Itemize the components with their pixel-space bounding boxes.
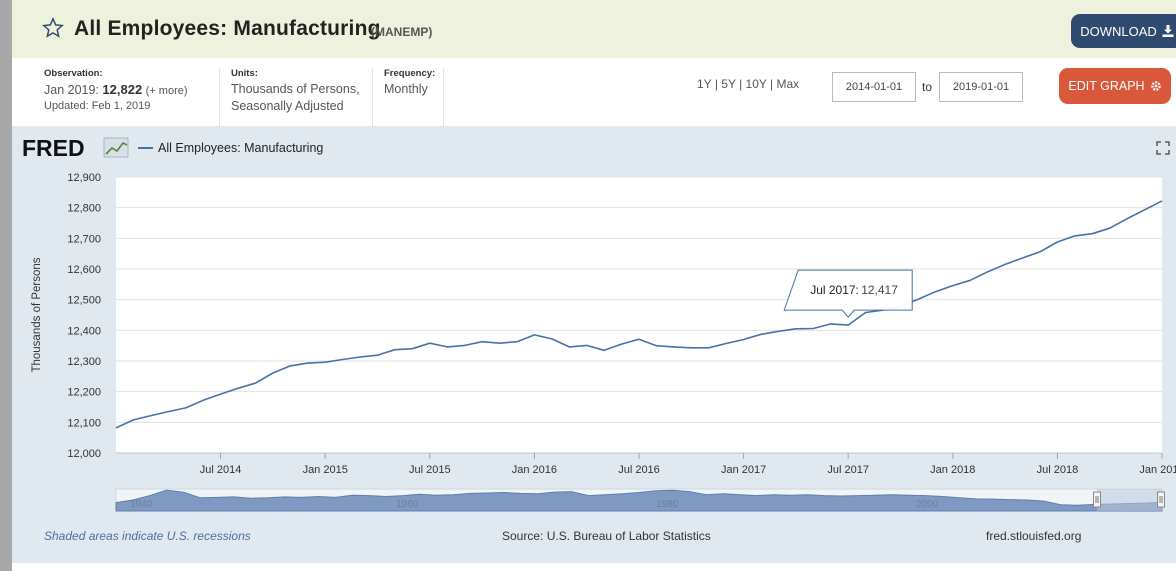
x-axis-ticks: Jul 2014 Jan 2015 Jul 2015 Jan 2016 Jul 2016… bbox=[200, 453, 1176, 476]
x-tick-label: Jan 2015 bbox=[303, 464, 348, 476]
divider bbox=[219, 68, 220, 126]
y-tick-label: 12,400 bbox=[67, 325, 101, 337]
x-tick-label: Jul 2015 bbox=[409, 464, 451, 476]
navigator-year-label: 1980 bbox=[656, 499, 679, 510]
y-axis-ticks: 12,000 12,100 12,200 12,300 12,400 12,500 12,6… bbox=[67, 172, 101, 460]
x-tick-label: Jul 2014 bbox=[200, 464, 242, 476]
observation-label: Observation: bbox=[44, 68, 103, 79]
x-tick-label: Jul 2016 bbox=[618, 464, 660, 476]
edit-graph-button[interactable]: EDIT GRAPH bbox=[1059, 68, 1171, 104]
fred-logo-line bbox=[105, 141, 128, 155]
units-line-1: Thousands of Persons, bbox=[231, 82, 360, 96]
x-tick-label: Jan 2017 bbox=[721, 464, 766, 476]
fred-logo-text: FRED bbox=[22, 135, 85, 161]
y-tick-label: 12,800 bbox=[67, 203, 101, 215]
plot-area bbox=[116, 177, 1162, 453]
frequency-label: Frequency: bbox=[384, 68, 436, 79]
observation-date: Jan 2019: bbox=[44, 83, 99, 97]
observation-more-link[interactable]: (+ more) bbox=[145, 85, 188, 97]
navigator-year-label: 1960 bbox=[396, 499, 419, 510]
fred-logo-mark bbox=[103, 137, 129, 158]
legend-label: All Employees: Manufacturing bbox=[158, 141, 323, 155]
range-separator: | bbox=[770, 77, 777, 91]
units-block: Units: Thousands of Persons, Seasonally … bbox=[231, 68, 360, 115]
page-left-edge bbox=[0, 0, 12, 571]
navigator-area bbox=[115, 489, 1163, 512]
start-date-input[interactable] bbox=[832, 72, 916, 102]
download-button[interactable]: DOWNLOAD bbox=[1071, 14, 1176, 48]
units-line-2: Seasonally Adjusted bbox=[231, 99, 344, 113]
y-tick-label: 12,200 bbox=[67, 387, 101, 399]
divider bbox=[372, 68, 373, 126]
tooltip-value: 12,417 bbox=[861, 283, 898, 297]
end-date-input[interactable] bbox=[939, 72, 1023, 102]
range-10y[interactable]: 10Y bbox=[745, 77, 767, 91]
y-tick-label: 12,500 bbox=[67, 295, 101, 307]
download-label: DOWNLOAD bbox=[1080, 23, 1157, 39]
y-axis-label: Thousands of Persons bbox=[31, 257, 43, 372]
range-5y[interactable]: 5Y bbox=[721, 77, 736, 91]
x-tick-label: Jul 2017 bbox=[827, 464, 869, 476]
frequency-value: Monthly bbox=[384, 82, 428, 96]
navigator[interactable]: 1940 1960 1980 2000 bbox=[115, 488, 1165, 512]
to-label: to bbox=[922, 80, 933, 94]
site-text: fred.stlouisfed.org bbox=[986, 529, 1082, 543]
fullscreen-icon[interactable] bbox=[1156, 141, 1170, 155]
fred-logo: FRED bbox=[22, 135, 129, 161]
tooltip-label: Jul 2017: bbox=[810, 283, 859, 297]
navigator-year-label: 1940 bbox=[130, 499, 153, 510]
series-id: (MANEMP) bbox=[371, 25, 433, 39]
range-selector: 1Y | 5Y | 10Y | Max bbox=[697, 77, 799, 91]
star-icon[interactable] bbox=[42, 17, 64, 39]
source-text: Source: U.S. Bureau of Labor Statistics bbox=[502, 529, 711, 543]
navigator-handle bbox=[1157, 491, 1165, 508]
x-tick-label: Jan 2016 bbox=[512, 464, 557, 476]
navigator-year-label: 2000 bbox=[916, 499, 939, 510]
x-tick-label: Jan 2018 bbox=[930, 464, 975, 476]
tooltip-box bbox=[783, 269, 913, 318]
range-1y[interactable]: 1Y bbox=[697, 77, 712, 91]
range-separator: | bbox=[714, 77, 722, 91]
tooltip: Jul 2017: 12,417 bbox=[783, 269, 913, 318]
y-tick-label: 12,600 bbox=[67, 264, 101, 276]
series-group bbox=[115, 200, 1163, 429]
navigator-selection bbox=[1097, 489, 1162, 511]
y-tick-label: 12,000 bbox=[67, 448, 101, 460]
page-title: All Employees: Manufacturing bbox=[74, 17, 381, 40]
series-line-all-employees bbox=[115, 200, 1163, 429]
observation-block: Observation: Jan 2019: 12,822 (+ more) U… bbox=[44, 68, 188, 112]
divider bbox=[443, 68, 444, 126]
x-tick-label: Jan 2019 bbox=[1139, 464, 1176, 476]
units-label: Units: bbox=[231, 68, 258, 79]
updated-date: Updated: Feb 1, 2019 bbox=[44, 100, 151, 112]
y-tick-label: 12,700 bbox=[67, 233, 101, 245]
x-tick-label: Jul 2018 bbox=[1037, 464, 1079, 476]
y-tick-label: 12,900 bbox=[67, 172, 101, 184]
observation-value: 12,822 bbox=[102, 82, 143, 97]
download-icon bbox=[1162, 25, 1174, 37]
series-header: All Employees: Manufacturing (MANEMP) DO… bbox=[12, 0, 1176, 58]
y-tick-label: 12,100 bbox=[67, 417, 101, 429]
gear-icon bbox=[1150, 81, 1161, 91]
frequency-block: Frequency: Monthly bbox=[384, 68, 435, 98]
recession-note-link[interactable]: Shaded areas indicate U.S. recessions bbox=[44, 529, 251, 543]
range-max[interactable]: Max bbox=[776, 77, 800, 91]
y-tick-label: 12,300 bbox=[67, 356, 101, 368]
range-separator: | bbox=[739, 77, 746, 91]
edit-graph-label: EDIT GRAPH bbox=[1068, 79, 1145, 93]
page-bottom bbox=[12, 563, 1176, 571]
navigator-handle bbox=[1093, 491, 1101, 508]
